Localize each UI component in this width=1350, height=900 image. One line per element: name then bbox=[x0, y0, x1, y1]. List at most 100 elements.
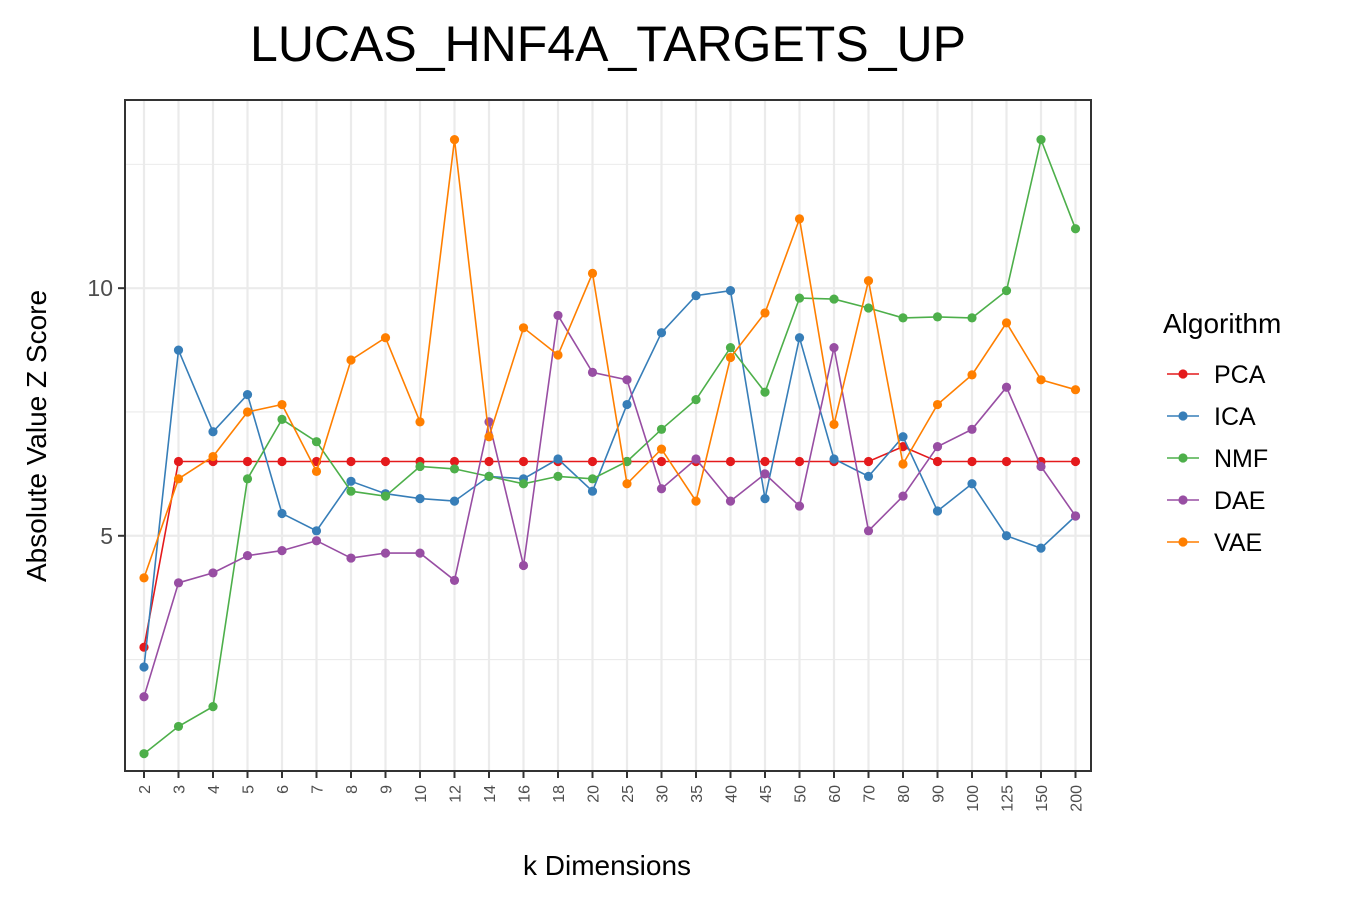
x-tick-label: 90 bbox=[931, 785, 948, 803]
data-point-vae bbox=[898, 459, 908, 469]
x-tick-label: 80 bbox=[896, 785, 913, 803]
series-lines bbox=[139, 135, 1081, 759]
data-point-dae bbox=[380, 548, 391, 558]
data-point-vae bbox=[415, 417, 425, 427]
data-point-ica bbox=[346, 476, 356, 486]
data-point-nmf bbox=[449, 464, 460, 474]
data-point-vae bbox=[691, 496, 701, 506]
data-point-nmf bbox=[311, 437, 322, 447]
data-point-nmf bbox=[380, 491, 391, 501]
series-line-nmf bbox=[143, 136, 1077, 755]
x-tick-label: 50 bbox=[793, 785, 810, 803]
data-point-vae bbox=[484, 432, 494, 442]
data-point-vae bbox=[656, 444, 667, 454]
data-point-nmf bbox=[1070, 224, 1081, 234]
data-point-nmf bbox=[829, 294, 839, 304]
x-tick-label: 14 bbox=[482, 785, 499, 803]
legend-key-point-vae bbox=[1178, 537, 1188, 547]
data-point-dae bbox=[967, 424, 977, 434]
data-point-ica bbox=[760, 494, 770, 504]
data-point-ica bbox=[967, 479, 977, 489]
data-point-pca bbox=[932, 456, 943, 467]
data-point-dae bbox=[553, 310, 563, 321]
data-point-dae bbox=[449, 575, 460, 585]
data-point-nmf bbox=[725, 343, 736, 353]
legend-key-point-pca bbox=[1178, 369, 1188, 379]
x-tick-label: 6 bbox=[275, 785, 292, 794]
data-point-nmf bbox=[587, 474, 598, 484]
data-point-ica bbox=[932, 506, 943, 516]
data-point-vae bbox=[346, 355, 356, 365]
data-point-vae bbox=[518, 323, 529, 333]
data-point-pca bbox=[967, 456, 977, 467]
legend-label-dae: DAE bbox=[1214, 487, 1265, 515]
data-point-dae bbox=[794, 501, 805, 511]
data-point-vae bbox=[380, 333, 391, 343]
data-point-dae bbox=[1001, 382, 1012, 392]
data-point-vae bbox=[242, 407, 253, 417]
x-tick-label: 125 bbox=[1000, 785, 1017, 812]
x-tick-label: 45 bbox=[758, 785, 775, 803]
data-point-pca bbox=[484, 456, 494, 467]
data-point-nmf bbox=[898, 313, 908, 323]
x-tick-label: 150 bbox=[1034, 785, 1051, 812]
data-point-nmf bbox=[173, 721, 184, 732]
data-point-nmf bbox=[863, 303, 874, 313]
legend-key-point-dae bbox=[1178, 495, 1188, 505]
data-point-dae bbox=[277, 546, 287, 556]
data-point-nmf bbox=[415, 461, 425, 472]
data-point-vae bbox=[794, 214, 805, 224]
data-point-vae bbox=[829, 419, 839, 429]
data-point-dae bbox=[587, 367, 598, 377]
data-point-dae bbox=[898, 491, 908, 501]
x-tick-label: 60 bbox=[827, 785, 844, 803]
data-point-vae bbox=[863, 276, 874, 286]
x-tick-label: 20 bbox=[586, 785, 603, 803]
x-tick-label: 7 bbox=[310, 785, 327, 794]
data-point-ica bbox=[1036, 543, 1046, 553]
data-point-ica bbox=[725, 286, 736, 296]
x-tick-label: 9 bbox=[379, 785, 396, 794]
series-line-pca bbox=[143, 445, 1076, 648]
data-point-ica bbox=[1001, 531, 1012, 541]
data-point-dae bbox=[139, 692, 149, 702]
data-point-ica bbox=[277, 508, 287, 519]
data-point-ica bbox=[415, 494, 425, 504]
data-point-vae bbox=[587, 268, 598, 278]
data-point-pca bbox=[863, 456, 874, 467]
data-point-ica bbox=[208, 427, 218, 437]
data-point-nmf bbox=[760, 387, 770, 397]
data-point-dae bbox=[863, 526, 874, 536]
data-point-pca bbox=[760, 456, 770, 467]
data-point-pca bbox=[656, 456, 667, 467]
legend-key-point-nmf bbox=[1178, 453, 1188, 463]
data-point-dae bbox=[760, 469, 770, 479]
legend-label-ica: ICA bbox=[1214, 403, 1256, 431]
data-point-vae bbox=[553, 350, 563, 360]
data-point-ica bbox=[863, 471, 874, 481]
data-point-ica bbox=[587, 486, 598, 496]
data-point-vae bbox=[208, 451, 218, 462]
data-point-nmf bbox=[691, 394, 701, 405]
plot-panel-border bbox=[124, 99, 1092, 772]
x-tick-label: 200 bbox=[1069, 785, 1086, 812]
x-axis-title: k Dimensions bbox=[523, 850, 691, 881]
data-point-ica bbox=[829, 454, 839, 464]
x-tick-label: 8 bbox=[344, 785, 361, 794]
data-point-ica bbox=[622, 399, 632, 410]
data-point-vae bbox=[1070, 385, 1081, 395]
x-tick-label: 3 bbox=[172, 785, 189, 794]
data-point-vae bbox=[449, 135, 460, 145]
series-line-ica bbox=[143, 289, 1077, 668]
x-tick-label: 40 bbox=[724, 785, 741, 803]
chart-title: LUCAS_HNF4A_TARGETS_UP bbox=[250, 16, 966, 72]
data-point-nmf bbox=[656, 424, 667, 434]
data-point-ica bbox=[173, 345, 184, 355]
data-point-pca bbox=[587, 456, 598, 467]
series-line-vae bbox=[143, 139, 1076, 579]
data-point-vae bbox=[967, 370, 977, 380]
data-point-dae bbox=[656, 484, 667, 494]
data-point-pca bbox=[518, 456, 529, 467]
data-point-vae bbox=[760, 308, 770, 318]
data-point-vae bbox=[1036, 375, 1046, 385]
